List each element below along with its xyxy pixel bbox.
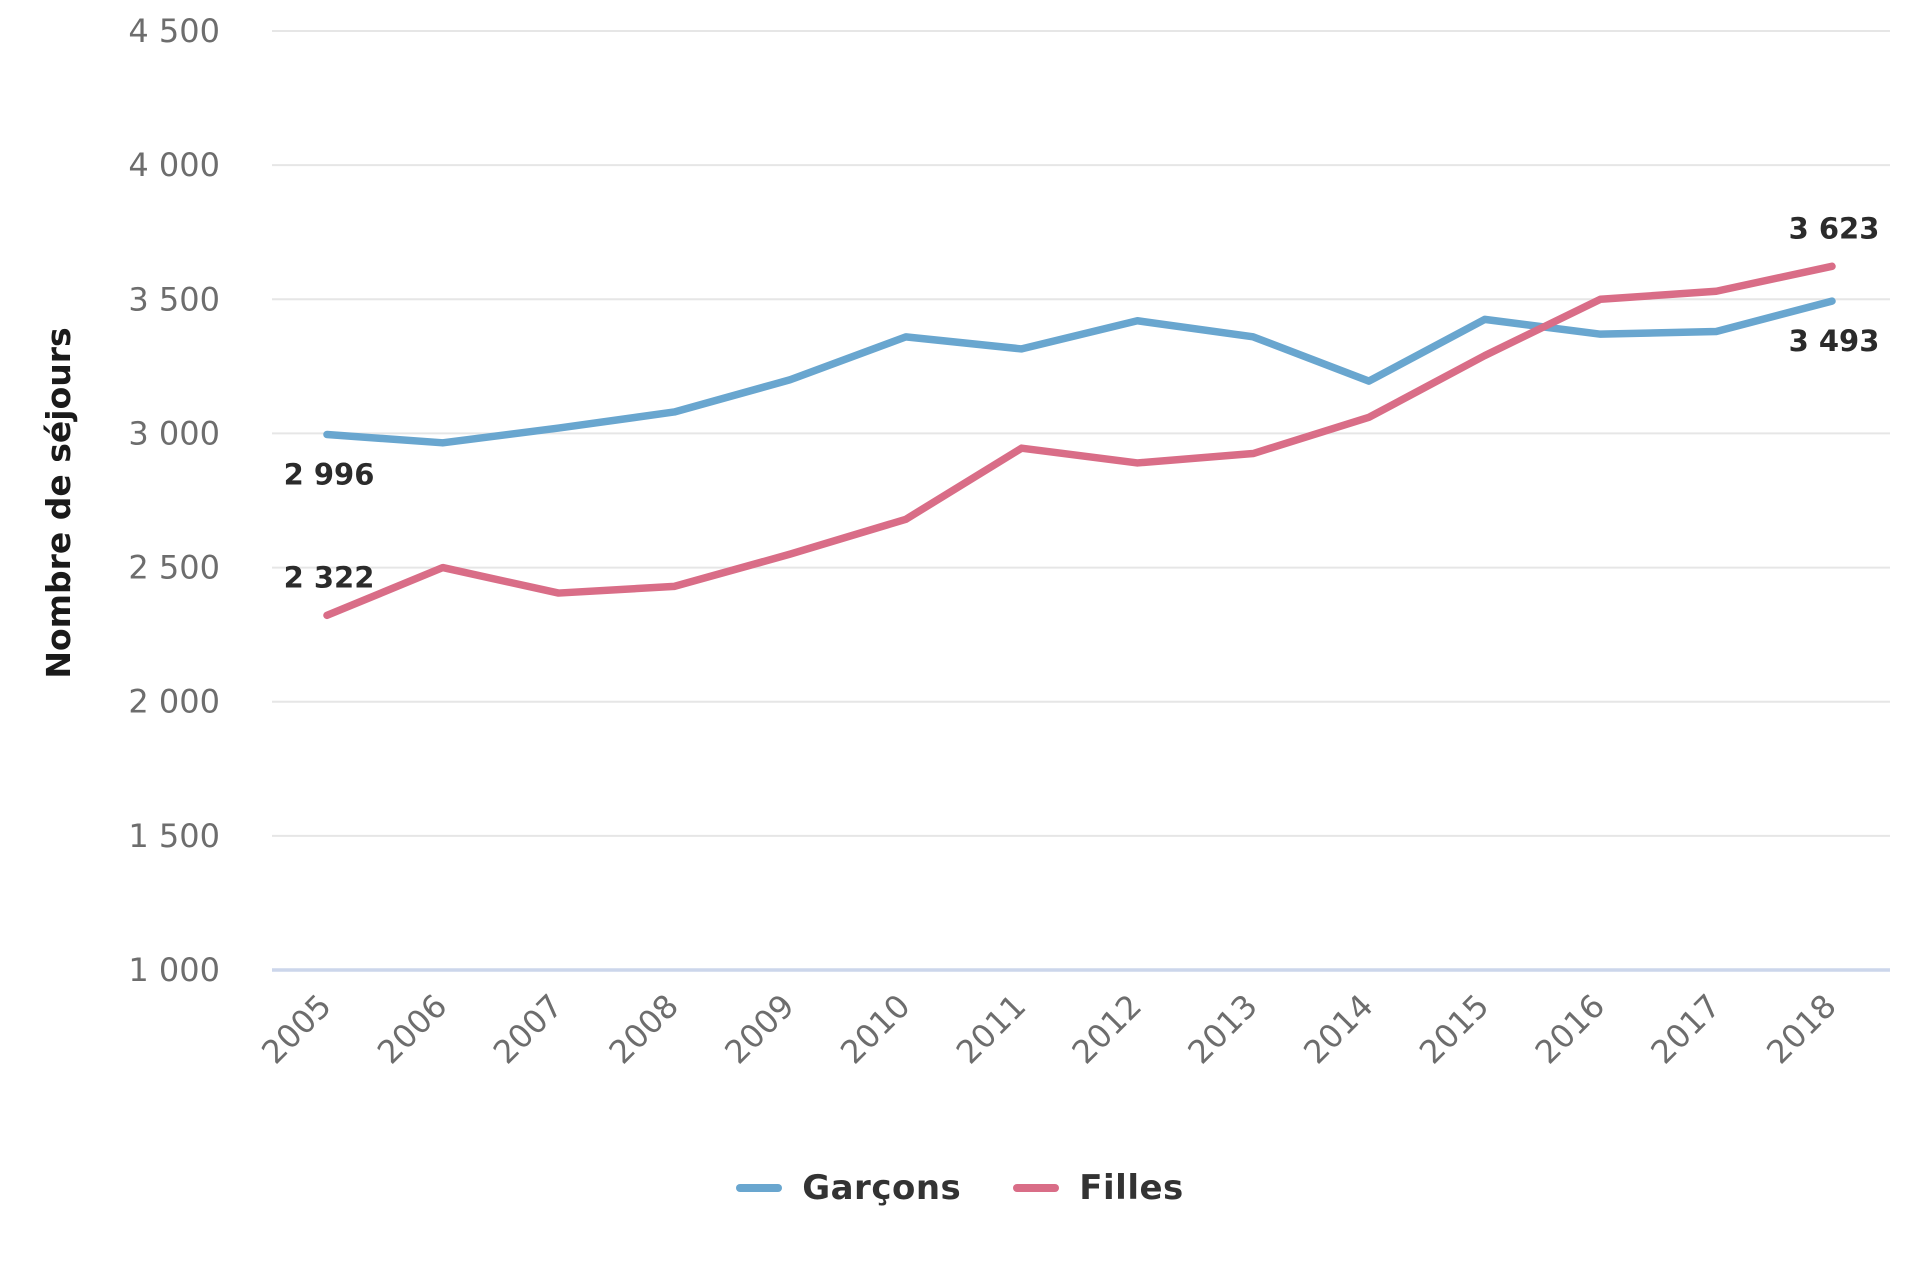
series-line-filles[interactable] — [323, 262, 1836, 620]
x-tick-label: 2018 — [1759, 987, 1843, 1071]
legend-label-filles: Filles — [1079, 1168, 1184, 1208]
y-tick-label: 2 500 — [128, 549, 220, 587]
x-tick-label: 2017 — [1643, 987, 1727, 1071]
legend-marker-filles-icon — [1013, 1184, 1060, 1192]
x-tick-label: 2006 — [370, 987, 454, 1071]
y-axis-title: Nombre de séjours — [39, 327, 78, 678]
x-tick-label: 2005 — [254, 987, 338, 1071]
y-tick-label: 3 000 — [128, 414, 220, 452]
y-tick-label: 1 000 — [128, 951, 220, 989]
x-tick-label: 2009 — [717, 987, 801, 1071]
data-label: 2 322 — [284, 560, 375, 594]
x-tick-label: 2011 — [949, 987, 1033, 1071]
x-tick-label: 2008 — [602, 987, 686, 1071]
y-tick-label: 2 000 — [128, 683, 220, 721]
legend-label-garcons: Garçons — [802, 1168, 962, 1208]
x-tick-label: 2007 — [486, 987, 570, 1071]
y-tick-label: 3 500 — [128, 280, 220, 318]
x-tick-label: 2012 — [1065, 987, 1149, 1071]
y-tick-label: 4 500 — [128, 12, 220, 50]
x-tick-label: 2010 — [833, 987, 917, 1071]
data-label: 2 996 — [284, 458, 375, 492]
series-line-garcons[interactable] — [323, 297, 1836, 447]
data-label: 3 493 — [1789, 324, 1880, 358]
legend-item-filles[interactable]: Filles — [1013, 1168, 1184, 1208]
data-label: 3 623 — [1789, 211, 1880, 245]
legend: Garçons Filles — [0, 1168, 1920, 1208]
legend-item-garcons[interactable]: Garçons — [736, 1168, 961, 1208]
legend-marker-garcons-icon — [736, 1184, 783, 1192]
y-tick-label: 1 500 — [128, 817, 220, 855]
x-tick-label: 2016 — [1528, 987, 1612, 1071]
x-tick-label: 2015 — [1412, 987, 1496, 1071]
x-tick-label: 2013 — [1180, 987, 1264, 1071]
y-tick-label: 4 000 — [128, 146, 220, 184]
x-tick-label: 2014 — [1296, 987, 1380, 1071]
